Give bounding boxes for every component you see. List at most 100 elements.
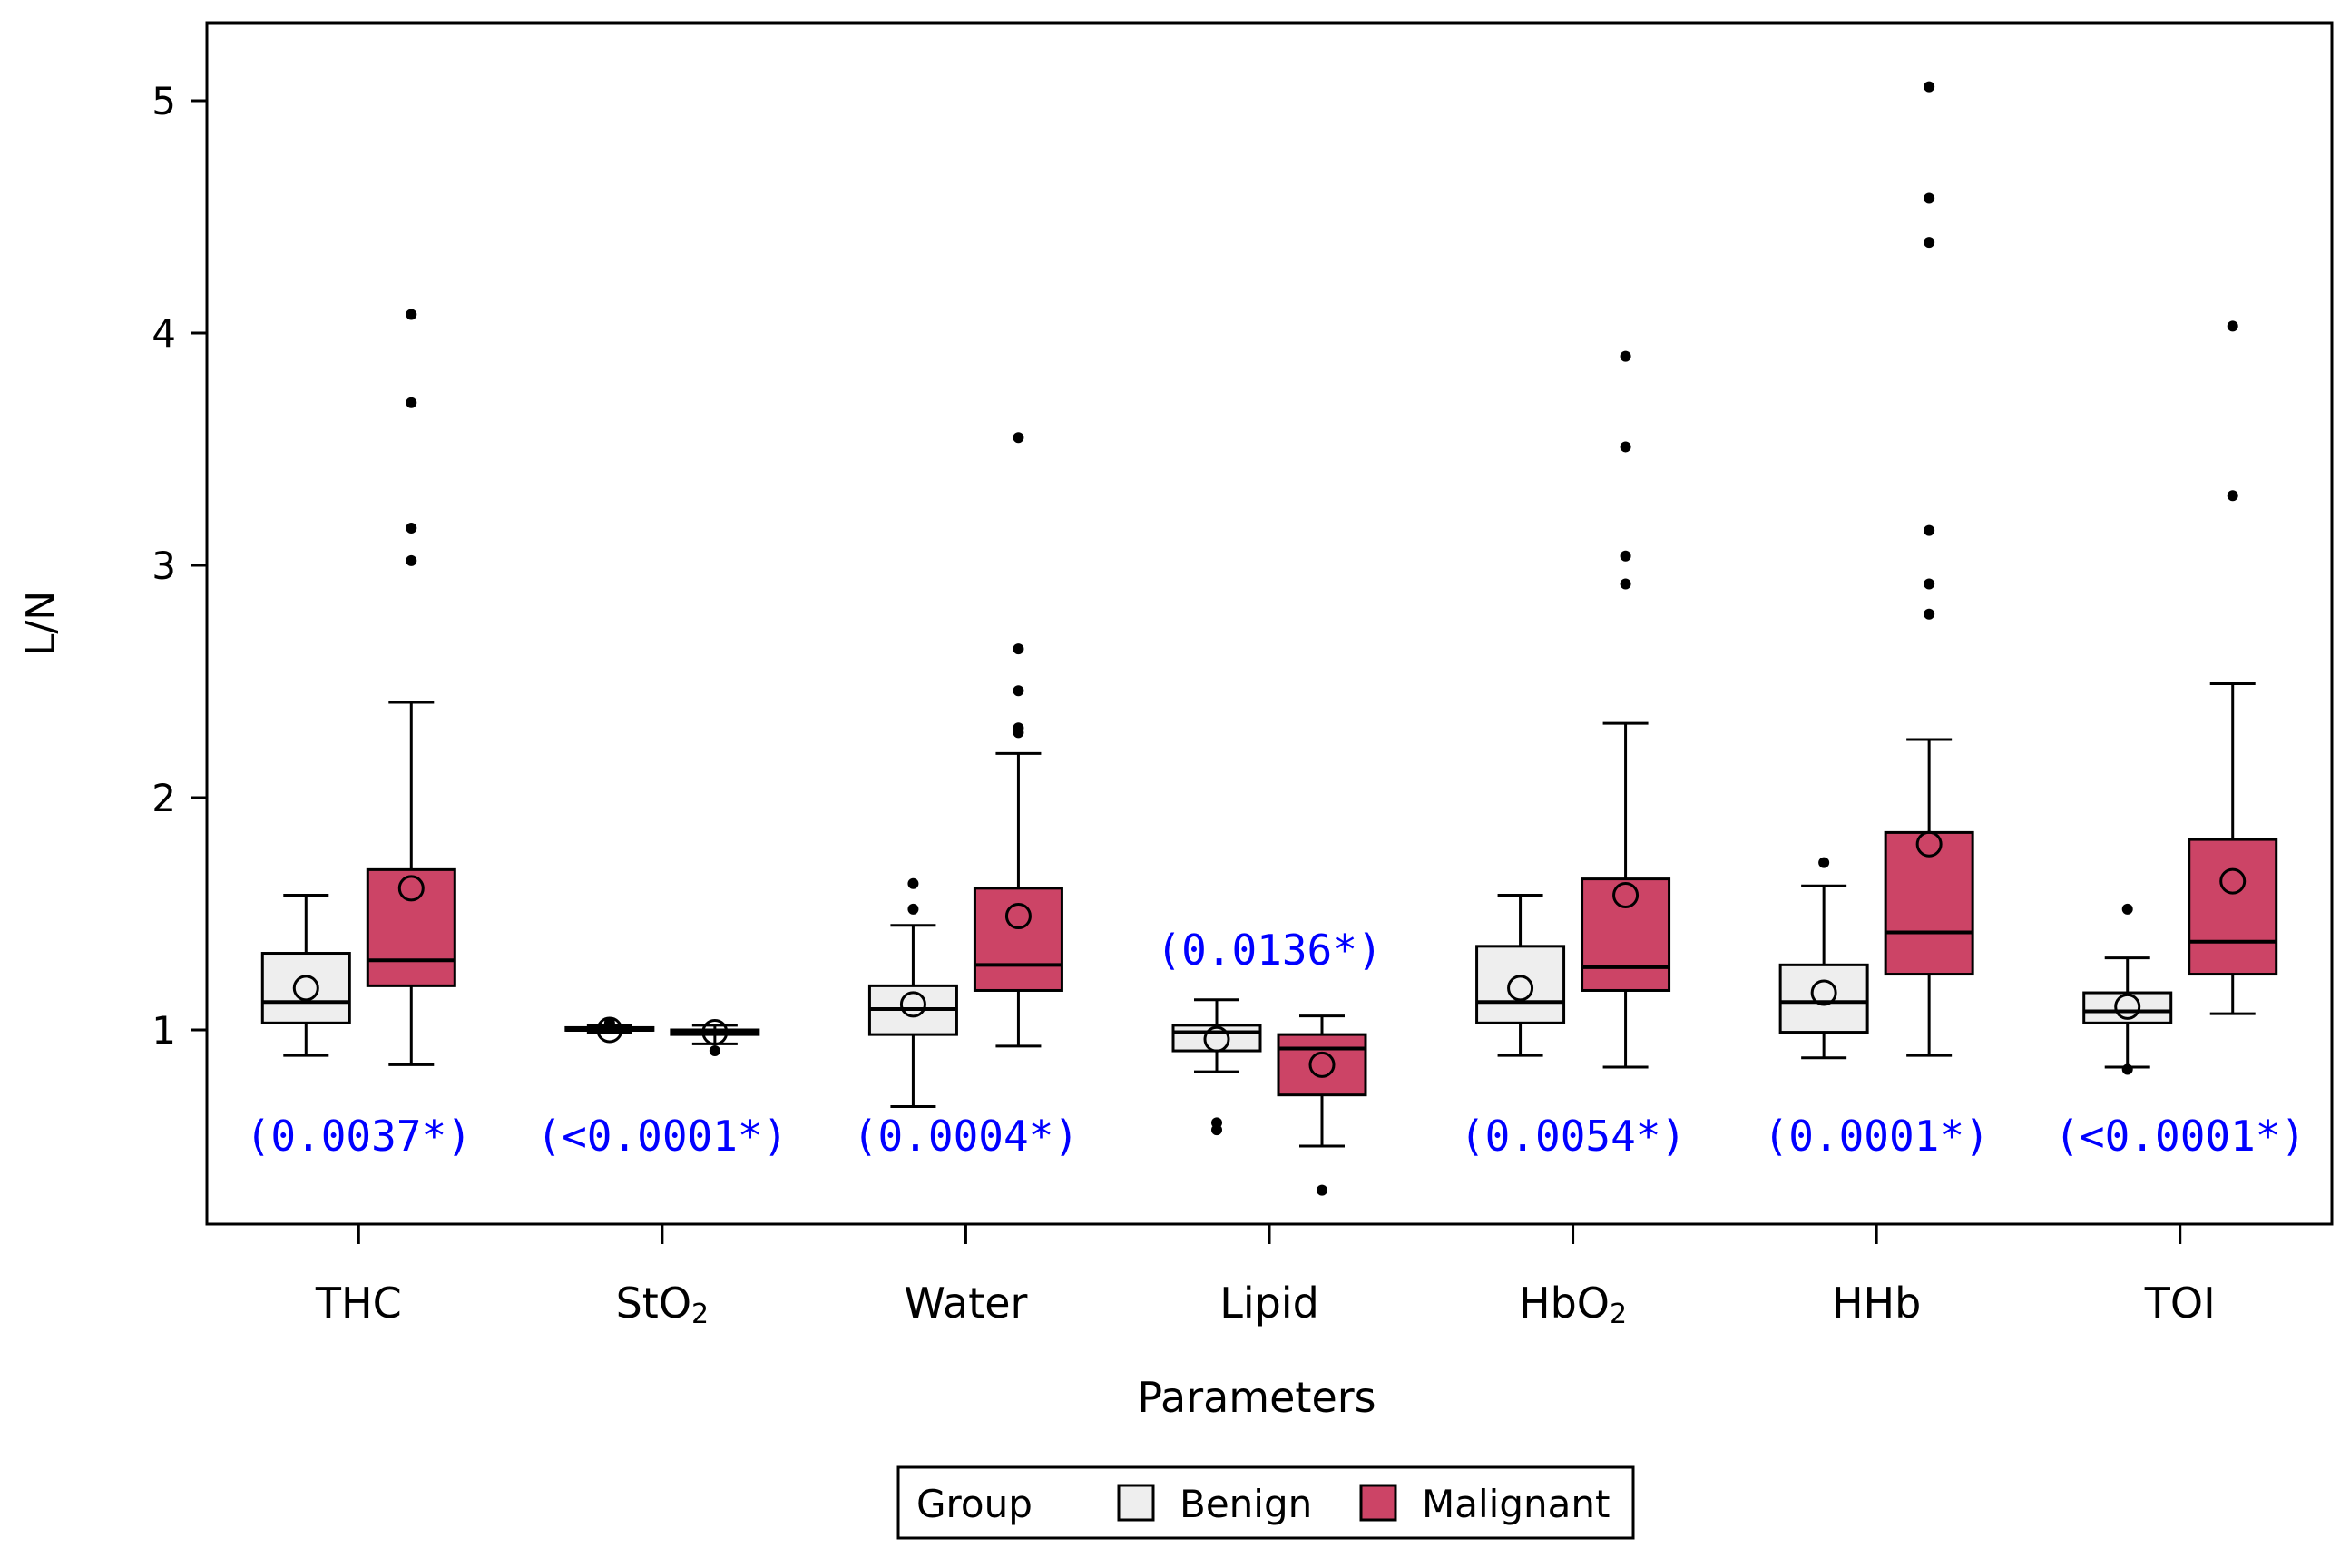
outlier-point [1211,1117,1222,1129]
box-benign [564,1016,655,1044]
outlier-point [1620,350,1631,362]
mean-marker [1507,975,1534,1002]
mean-marker [2114,993,2141,1020]
outlier-point [1013,685,1024,697]
x-tick-label: Lipid [1219,1279,1319,1328]
outlier-point [406,397,417,408]
iqr-box [260,952,351,1024]
iqr-box [1778,963,1869,1034]
outlier-point [2227,490,2238,502]
mean-marker [292,975,319,1002]
iqr-box [1884,830,1974,976]
outlier-point [1317,1184,1327,1196]
x-tick-label: HbO2 [1519,1279,1627,1330]
outlier-point [1620,550,1631,562]
legend-entry-malignant: Malignant [1422,1482,1610,1526]
x-axis: THC StO2 Water Lipid HbO2 HHb TOI [315,1224,2216,1330]
y-axis: 1 2 3 4 5 [152,79,207,1053]
box-malignant [1581,350,1671,1069]
outlier-point [1924,192,1935,204]
iqr-box [1475,945,1566,1024]
box-malignant [973,432,1063,1048]
x-tick-label: TOI [2144,1279,2216,1328]
series-benign [260,857,2173,1136]
outlier-point [1924,237,1935,249]
x-axis-label: Parameters [1137,1373,1376,1422]
outlier-point [907,877,919,889]
outlier-point [709,1045,720,1057]
mean-marker [1810,979,1837,1006]
outlier-point [2121,1063,2133,1075]
outlier-point [907,903,919,915]
legend-title: Group [916,1482,1033,1526]
legend-entry-benign: Benign [1180,1482,1312,1526]
box-malignant [2188,320,2278,1015]
mean-marker [1203,1025,1230,1053]
outlier-point [1013,432,1024,444]
p-value-label: (0.0037*) [246,1112,472,1161]
outlier-point [1924,608,1935,620]
p-value-labels: (0.0037*) (<0.0001*) (0.0004*) (0.0136*) (0.… [246,926,2306,1161]
mean-marker [1004,903,1032,930]
iqr-box [366,867,456,987]
box-malignant [1277,1014,1367,1196]
iqr-box [1171,1024,1262,1053]
outlier-point [1013,643,1024,655]
box-benign [1475,894,1566,1057]
outlier-point [2227,320,2238,332]
y-tick-label: 2 [152,776,176,820]
outlier-point [1924,524,1935,536]
p-value-label: (<0.0001*) [2054,1112,2306,1161]
x-tick-label: THC [315,1279,402,1328]
x-tick-label-subscript: 2 [1610,1298,1627,1330]
y-tick-label: 1 [152,1008,176,1053]
box-malignant [670,1019,760,1057]
box-malignant [1884,81,1974,1057]
x-tick-label: Water [904,1279,1027,1328]
outlier-point [1620,578,1631,590]
x-tick-label: StO2 [616,1279,710,1330]
outlier-point [406,554,417,566]
outlier-point [1924,578,1935,590]
p-value-label: (<0.0001*) [536,1112,788,1161]
box-benign [1171,998,1262,1136]
outlier-point [1818,857,1830,868]
legend: Group Benign Malignant [896,1465,1635,1540]
box-benign [867,877,958,1108]
x-tick-label-subscript: 2 [691,1298,709,1330]
box-series [260,81,2278,1196]
y-tick-label: 3 [152,544,176,588]
legend-swatch-benign [1117,1484,1155,1522]
box-benign [1778,857,1869,1060]
y-tick-label: 4 [152,311,176,356]
y-axis-label: L/N [18,591,64,656]
p-value-label: (0.0001*) [1764,1112,1990,1161]
legend-swatch-malignant [1359,1484,1397,1522]
outlier-point [2121,903,2133,915]
mean-marker [1612,882,1640,909]
series-malignant [366,81,2278,1196]
mean-marker [1915,830,1943,858]
outlier-point [1620,441,1631,453]
iqr-box [1277,1033,1367,1097]
outlier-point [406,309,417,320]
mean-marker [1308,1051,1336,1078]
outlier-point [1924,81,1935,93]
outlier-point [603,1017,615,1029]
mean-marker [2219,867,2247,895]
p-value-label: (0.0136*) [1156,926,1382,975]
plot-frame [205,21,2334,1226]
outlier-point [1013,722,1024,734]
outlier-point [406,523,417,534]
mean-marker [397,875,425,902]
mean-marker [701,1019,729,1046]
box-benign [260,894,351,1057]
y-tick-label: 5 [152,79,176,123]
mean-marker [899,991,926,1018]
p-value-label: (0.0054*) [1460,1112,1686,1161]
x-tick-label: HHb [1832,1279,1921,1328]
legend-frame [896,1465,1635,1540]
iqr-box [1581,877,1671,992]
box-benign [2082,903,2173,1075]
